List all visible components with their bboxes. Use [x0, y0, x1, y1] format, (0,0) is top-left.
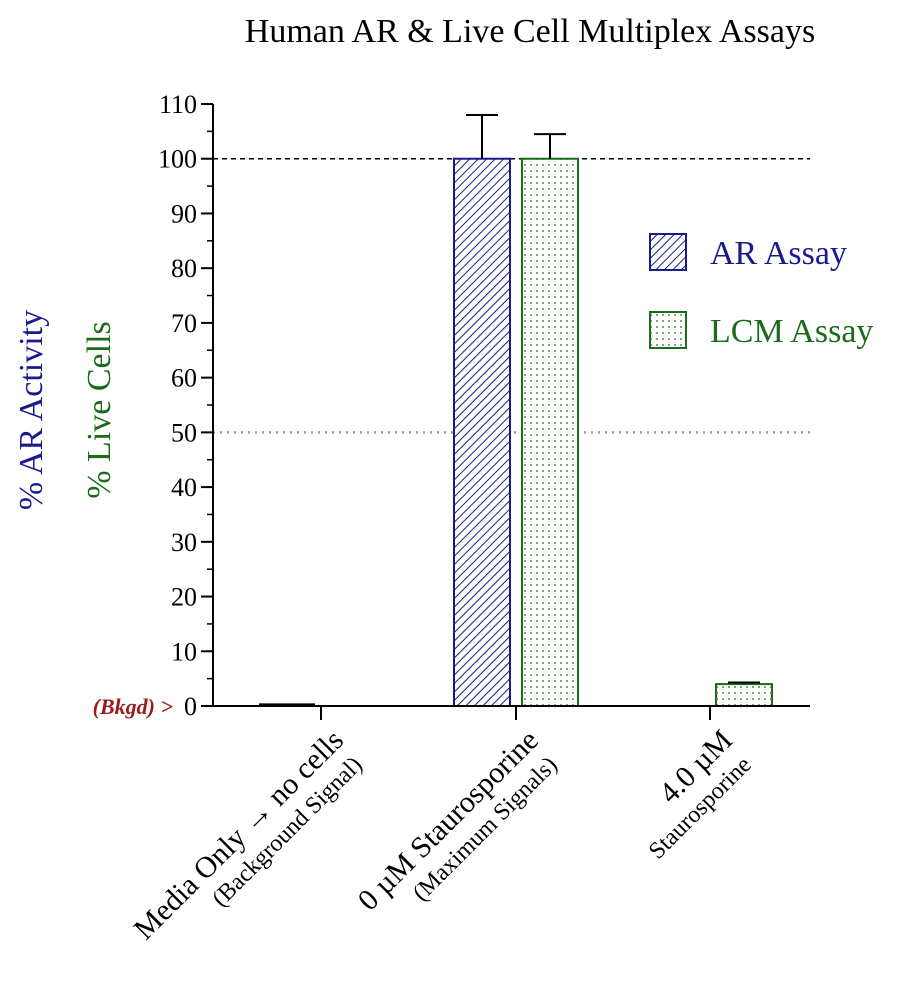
legend-label: LCM Assay: [710, 313, 873, 350]
y-tick-label: 50: [171, 418, 197, 447]
y-axis-label-ar: % AR Activity: [13, 310, 50, 510]
legend-swatch: [649, 233, 687, 271]
legend-label: AR Assay: [710, 235, 847, 272]
y-tick-label: 60: [171, 364, 197, 393]
x-category-line: Media Only → no cells: [127, 724, 349, 946]
x-category-label: Media Only → no cells(Background Signal): [127, 724, 370, 967]
bar: [453, 157, 511, 707]
baseline-label: (Bkgd) >: [93, 694, 173, 719]
legend-swatch: [649, 311, 687, 349]
y-tick-label: 0: [184, 692, 197, 721]
chart-title: Human AR & Live Cell Multiplex Assays: [245, 13, 815, 50]
y-tick-label: 70: [171, 309, 197, 338]
y-tick-label: 90: [171, 199, 197, 228]
y-axis-label-live: % Live Cells: [81, 321, 118, 499]
x-category-line: 0 µM Staurosporine: [351, 724, 544, 917]
y-tick-label: 10: [171, 637, 197, 666]
bar: [521, 157, 579, 707]
x-category-label: 4.0 µMStaurosporine: [619, 724, 760, 865]
y-tick-label: 30: [171, 528, 197, 557]
y-tick-label: 110: [159, 90, 197, 119]
x-category-label: 0 µM Staurosporine(Maximum Signals): [351, 724, 565, 938]
y-tick-label: 80: [171, 254, 197, 283]
y-tick-label: 100: [158, 145, 197, 174]
bar: [715, 683, 773, 707]
y-tick-label: 40: [171, 473, 197, 502]
y-tick-label: 20: [171, 583, 197, 612]
